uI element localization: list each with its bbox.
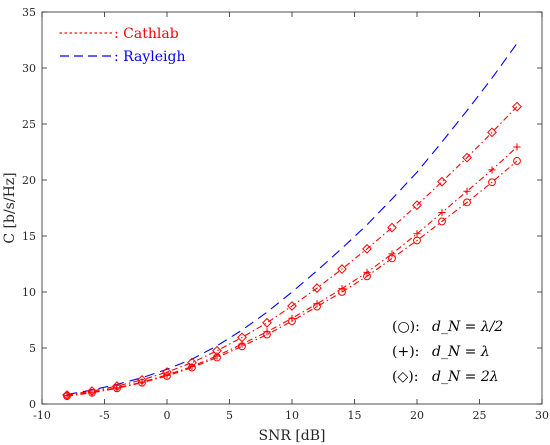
- spacing-annotation: (○): d_N = λ/2 (+): d_N = λ (◇): d_N = 2…: [392, 319, 503, 385]
- point-circle: [388, 254, 396, 263]
- point-plus: [463, 187, 471, 195]
- annotation-diamond-text: d_N = 2λ: [432, 369, 499, 385]
- point-circle: [513, 157, 521, 165]
- legend-label-cathlab: : Cathlab: [114, 26, 179, 42]
- point-plus: [513, 143, 521, 151]
- x-tick-label: 20: [410, 409, 424, 422]
- x-tick-label: 25: [473, 409, 487, 422]
- x-tick-label: 30: [535, 409, 549, 422]
- point-circle: [338, 288, 346, 296]
- point-circle: [188, 363, 196, 372]
- point-circle: [438, 217, 446, 226]
- annotation-circle-text: d_N = λ/2: [432, 319, 503, 335]
- point-circle: [313, 302, 321, 311]
- point-plus: [363, 268, 371, 276]
- y-tick-label: 20: [22, 174, 36, 187]
- legend: : Cathlab : Rayleigh: [59, 26, 186, 65]
- x-tick-label: 5: [226, 409, 233, 422]
- point-circle: [363, 272, 371, 281]
- point-diamond: [262, 317, 272, 328]
- point-diamond: [387, 222, 397, 233]
- x-tick-label: 10: [285, 409, 299, 422]
- point-diamond: [437, 176, 447, 187]
- annotation-plus-marker: (+):: [392, 344, 419, 360]
- y-tick-label: 15: [22, 230, 36, 243]
- point-plus: [388, 250, 396, 258]
- point-diamond: [312, 283, 322, 293]
- point-plus: [438, 208, 446, 217]
- y-tick-label: 0: [29, 398, 36, 411]
- series-line-d-n-2: [66, 160, 518, 397]
- annotation-circle-marker: (○):: [392, 319, 420, 335]
- point-circle: [138, 378, 146, 387]
- point-diamond: [287, 301, 297, 311]
- y-tick-label: 35: [22, 6, 36, 19]
- legend-label-rayleigh: : Rayleigh: [114, 49, 186, 65]
- point-diamond: [337, 264, 347, 274]
- x-tick-label: -10: [33, 409, 51, 422]
- ticks-layer: -10 -5 0 5 10 15 20 25 30 0 5 10 15 20 25 30 35: [22, 6, 549, 422]
- annotation-diamond-marker: (◇):: [392, 369, 418, 385]
- point-circle: [63, 392, 71, 401]
- point-circle: [288, 317, 296, 326]
- point-diamond: [512, 101, 522, 112]
- point-diamond: [487, 127, 497, 138]
- series-layer: [62, 43, 522, 401]
- point-circle: [113, 384, 121, 393]
- point-diamond: [362, 243, 372, 254]
- point-diamond: [412, 200, 422, 211]
- point-diamond: [462, 152, 472, 163]
- point-circle: [488, 178, 496, 187]
- point-circle: [413, 236, 421, 245]
- y-tick-label: 30: [22, 62, 36, 75]
- x-tick-label: 15: [348, 409, 362, 422]
- point-circle: [263, 330, 271, 339]
- point-circle: [163, 372, 171, 380]
- y-axis-label: C [b/s/Hz]: [2, 172, 18, 243]
- x-tick-label: 0: [164, 409, 171, 422]
- point-circle: [463, 198, 471, 207]
- x-axis-label: SNR [dB]: [258, 428, 325, 444]
- plot-frame: [41, 11, 543, 405]
- point-plus: [413, 230, 421, 238]
- y-tick-label: 10: [22, 286, 36, 299]
- point-circle: [238, 342, 246, 351]
- point-circle: [213, 353, 221, 362]
- annotation-plus-text: d_N = λ: [432, 344, 490, 360]
- point-plus: [488, 166, 496, 174]
- y-tick-label: 5: [29, 342, 36, 355]
- y-tick-label: 25: [22, 118, 36, 131]
- plot-area: [42, 12, 542, 404]
- point-circle: [88, 388, 96, 397]
- x-tick-label: -5: [99, 409, 110, 422]
